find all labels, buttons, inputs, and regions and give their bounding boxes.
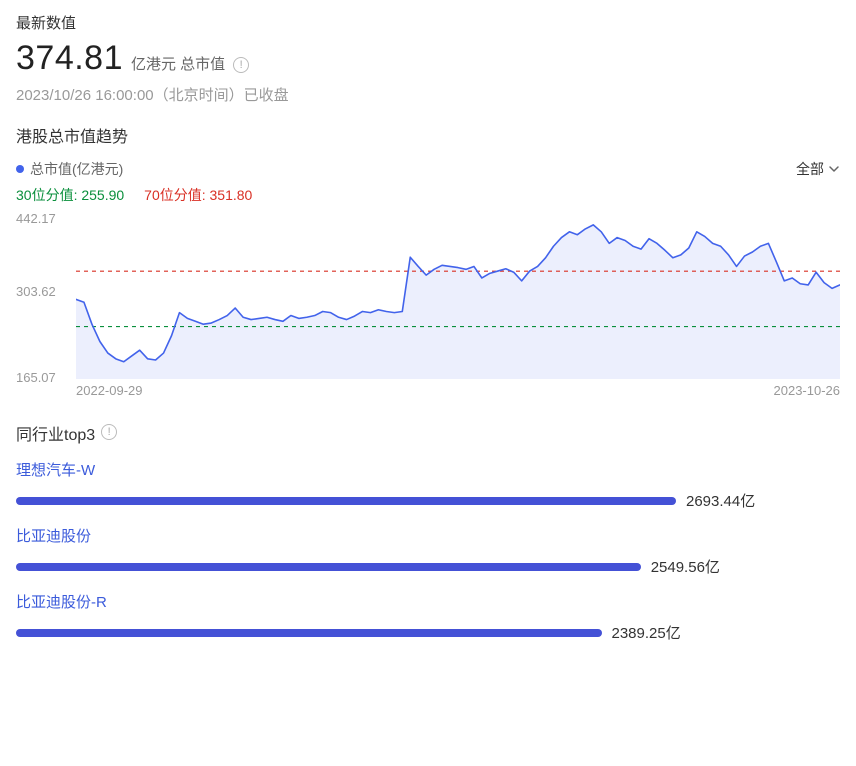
top3-item: 比亚迪股份-R 2389.25亿 <box>16 591 840 643</box>
legend-row: 总市值(亿港元) 全部 <box>16 159 840 179</box>
chart-svg <box>76 219 840 379</box>
top3-bar-row: 2549.56亿 <box>16 556 840 577</box>
top3-item: 理想汽车-W 2693.44亿 <box>16 459 840 511</box>
x-label-start: 2022-09-29 <box>76 383 143 403</box>
period-label: 全部 <box>796 159 824 179</box>
top3-title: 同行业top3 <box>16 421 95 445</box>
chevron-down-icon <box>828 163 840 175</box>
top3-bar <box>16 563 641 571</box>
chart-area: 442.17 303.62 165.07 2022-09-29 2023-10-… <box>16 213 840 403</box>
latest-value: 374.81 <box>16 39 123 78</box>
period-selector[interactable]: 全部 <box>796 159 840 179</box>
legend: 总市值(亿港元) <box>16 159 123 179</box>
top3-bar <box>16 629 602 637</box>
percentile-row: 30位分值: 255.90 70位分值: 351.80 <box>16 185 840 205</box>
latest-value-row: 374.81 亿港元 总市值 ! <box>16 39 840 78</box>
latest-value-label: 最新数值 <box>16 12 840 33</box>
chart-plot <box>76 219 840 379</box>
top3-bar-row: 2389.25亿 <box>16 622 840 643</box>
y-label-max: 442.17 <box>16 211 56 226</box>
y-label-mid: 303.62 <box>16 284 56 299</box>
legend-dot-icon <box>16 165 24 173</box>
legend-label: 总市值(亿港元) <box>30 159 123 179</box>
top3-bar-row: 2693.44亿 <box>16 490 840 511</box>
top3-bar <box>16 497 676 505</box>
top3-title-row: 同行业top3 ! <box>16 421 840 445</box>
top3-list: 理想汽车-W 2693.44亿比亚迪股份 2549.56亿比亚迪股份-R 2389.2… <box>16 459 840 643</box>
y-label-min: 165.07 <box>16 370 56 385</box>
top3-stock-link[interactable]: 比亚迪股份 <box>16 525 840 546</box>
x-label-end: 2023-10-26 <box>774 383 841 403</box>
p30-label: 30位分值: 255.90 <box>16 185 124 205</box>
x-axis-labels: 2022-09-29 2023-10-26 <box>76 383 840 403</box>
info-icon[interactable]: ! <box>233 57 249 73</box>
top3-item: 比亚迪股份 2549.56亿 <box>16 525 840 577</box>
top3-value: 2693.44亿 <box>686 490 755 511</box>
top3-value: 2389.25亿 <box>612 622 681 643</box>
latest-value-unit: 亿港元 总市值 <box>131 53 225 74</box>
y-axis-labels: 442.17 303.62 165.07 <box>16 213 70 383</box>
p70-label: 70位分值: 351.80 <box>144 185 252 205</box>
top3-stock-link[interactable]: 理想汽车-W <box>16 459 840 480</box>
top3-stock-link[interactable]: 比亚迪股份-R <box>16 591 840 612</box>
timestamp: 2023/10/26 16:00:00（北京时间）已收盘 <box>16 84 840 105</box>
chart-title: 港股总市值趋势 <box>16 123 840 147</box>
info-icon[interactable]: ! <box>101 424 117 440</box>
top3-value: 2549.56亿 <box>651 556 720 577</box>
